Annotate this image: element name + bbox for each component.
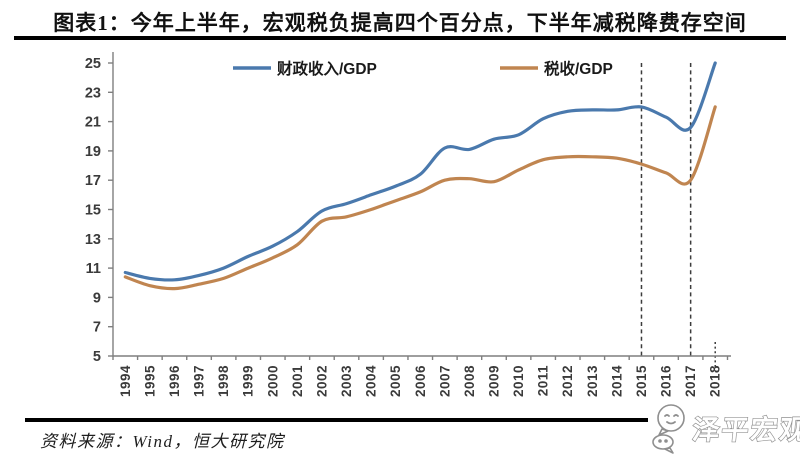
x-axis-label: 2008	[462, 365, 477, 397]
x-axis-label: 1997	[192, 365, 207, 397]
x-axis-label: 2012	[560, 365, 575, 397]
x-axis-label: 2003	[339, 365, 354, 397]
y-axis-label: 19	[85, 144, 101, 160]
x-axis-label: 2015	[634, 365, 649, 397]
x-axis-label: 1994	[118, 365, 133, 397]
x-axis-label: 2001	[290, 365, 305, 397]
x-axis-label: 2004	[364, 365, 379, 397]
x-axis-label: 2011	[536, 365, 551, 396]
y-axis-label: 7	[93, 320, 101, 336]
x-axis-label: 2007	[437, 365, 452, 397]
series-line-fiscal-revenue	[123, 61, 717, 282]
x-axis-label: 2017	[683, 365, 698, 397]
x-axis-label: 2010	[511, 365, 526, 397]
x-axis-label: 2016	[659, 365, 674, 397]
brand-logo: 泽平宏观	[648, 398, 800, 458]
x-axis-label: 2013	[585, 365, 600, 397]
title-divider	[14, 36, 786, 40]
x-axis-label: 2009	[487, 365, 502, 397]
y-axis-label: 15	[85, 203, 101, 219]
chat-bubbles-icon	[652, 404, 685, 454]
y-axis-label: 23	[85, 85, 101, 101]
x-axis-label: 2018	[708, 365, 723, 397]
brand-logo-text: 泽平宏观	[691, 414, 800, 445]
series-line-tax	[123, 105, 717, 291]
x-axis-label: 1998	[216, 365, 231, 397]
x-axis-label: 2014	[609, 365, 624, 397]
y-axis-label: 11	[86, 261, 101, 277]
x-axis-label: 2006	[413, 365, 428, 397]
y-axis-label: 25	[85, 56, 101, 72]
x-axis-label: 1995	[142, 365, 157, 397]
y-axis-label: 9	[93, 290, 101, 306]
x-axis-label: 2005	[388, 365, 403, 397]
y-axis-label: 13	[85, 232, 101, 248]
y-axis-label: 17	[85, 173, 101, 189]
legend-label-1: 税收/GDP	[544, 59, 613, 78]
x-axis-label: 2002	[314, 365, 329, 397]
legend-label-0: 财政收入/GDP	[277, 59, 377, 78]
x-axis-label: 1999	[241, 365, 256, 397]
source-text: 资料来源：Wind，恒大研究院	[40, 432, 285, 451]
x-axis-label: 1996	[167, 365, 182, 397]
y-axis-label: 21	[85, 115, 101, 131]
footer-divider	[25, 418, 781, 422]
y-axis-label: 5	[93, 349, 101, 365]
x-axis-label: 2000	[265, 365, 280, 397]
chart-title: 图表1：今年上半年，宏观税负提高四个百分点，下半年减税降费存空间	[53, 11, 747, 35]
